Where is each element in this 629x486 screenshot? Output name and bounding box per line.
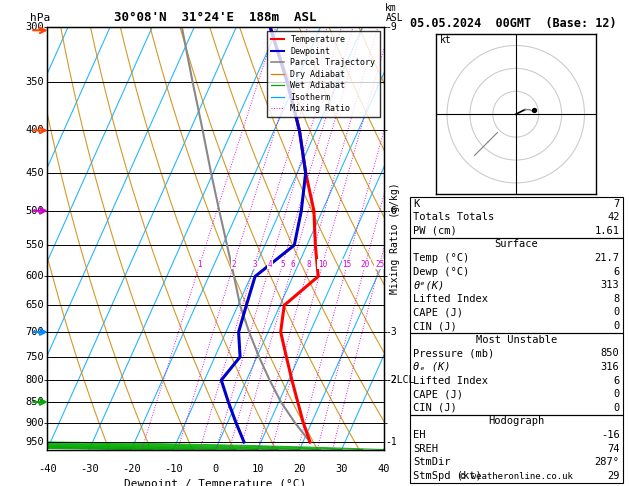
Text: 15: 15 [343, 260, 352, 269]
Text: EH: EH [413, 430, 426, 440]
Text: 313: 313 [601, 280, 620, 290]
Text: -16: -16 [601, 430, 620, 440]
Text: θₑ (K): θₑ (K) [413, 362, 451, 372]
Text: Pressure (mb): Pressure (mb) [413, 348, 494, 358]
Text: Lifted Index: Lifted Index [413, 294, 488, 304]
Text: 1.61: 1.61 [594, 226, 620, 236]
Text: StmDir: StmDir [413, 457, 451, 467]
Text: 3: 3 [252, 260, 257, 269]
Point [529, 106, 539, 114]
X-axis label: Dewpoint / Temperature (°C): Dewpoint / Temperature (°C) [125, 479, 306, 486]
Text: -2LCL: -2LCL [386, 375, 415, 385]
Text: CAPE (J): CAPE (J) [413, 308, 463, 317]
Text: 30: 30 [335, 464, 348, 474]
Text: StmSpd (kt): StmSpd (kt) [413, 471, 482, 481]
Text: 5: 5 [280, 260, 285, 269]
Text: 0: 0 [613, 308, 620, 317]
Text: km
ASL: km ASL [386, 2, 403, 22]
Text: 8: 8 [307, 260, 311, 269]
Text: 29: 29 [607, 471, 620, 481]
Text: 20: 20 [360, 260, 370, 269]
Text: 750: 750 [25, 352, 44, 362]
Legend: Temperature, Dewpoint, Parcel Trajectory, Dry Adiabat, Wet Adiabat, Isotherm, Mi: Temperature, Dewpoint, Parcel Trajectory… [267, 31, 379, 117]
Text: 700: 700 [25, 327, 44, 337]
Text: kt: kt [440, 35, 452, 45]
Text: PW (cm): PW (cm) [413, 226, 457, 236]
Text: Surface: Surface [494, 240, 538, 249]
Text: 850: 850 [25, 397, 44, 407]
Text: 6: 6 [613, 267, 620, 277]
Text: -3: -3 [386, 327, 397, 337]
Text: Temp (°C): Temp (°C) [413, 253, 469, 263]
Text: 450: 450 [25, 168, 44, 178]
Text: 40: 40 [377, 464, 390, 474]
Text: Mixing Ratio (g/kg): Mixing Ratio (g/kg) [391, 182, 401, 294]
Text: 500: 500 [25, 206, 44, 216]
Text: 25: 25 [375, 260, 384, 269]
Text: 800: 800 [25, 375, 44, 385]
Text: -10: -10 [164, 464, 183, 474]
Text: 74: 74 [607, 444, 620, 453]
Text: 600: 600 [25, 272, 44, 281]
Text: SREH: SREH [413, 444, 438, 453]
Text: 21.7: 21.7 [594, 253, 620, 263]
Text: 287°: 287° [594, 457, 620, 467]
Text: -40: -40 [38, 464, 57, 474]
Text: Lifted Index: Lifted Index [413, 376, 488, 385]
Text: 10: 10 [251, 464, 264, 474]
Text: 0: 0 [613, 389, 620, 399]
Text: 300: 300 [25, 22, 44, 32]
Text: 550: 550 [25, 240, 44, 250]
Text: 350: 350 [25, 77, 44, 87]
Text: 6: 6 [613, 376, 620, 385]
Text: Dewp (°C): Dewp (°C) [413, 267, 469, 277]
Text: 900: 900 [25, 417, 44, 428]
Text: 4: 4 [268, 260, 272, 269]
Text: Hodograph: Hodograph [488, 417, 545, 426]
Text: 05.05.2024  00GMT  (Base: 12): 05.05.2024 00GMT (Base: 12) [410, 17, 616, 30]
Text: -6: -6 [386, 206, 397, 216]
Text: © weatheronline.co.uk: © weatheronline.co.uk [460, 472, 573, 481]
Text: 20: 20 [293, 464, 306, 474]
Text: 850: 850 [601, 348, 620, 358]
Text: 6: 6 [291, 260, 295, 269]
Text: Most Unstable: Most Unstable [476, 335, 557, 345]
Text: -1: -1 [386, 437, 397, 447]
Title: 30°08'N  31°24'E  188m  ASL: 30°08'N 31°24'E 188m ASL [114, 11, 316, 24]
Text: -20: -20 [122, 464, 141, 474]
Text: 2: 2 [231, 260, 236, 269]
Text: -2: -2 [386, 375, 397, 385]
Text: 8: 8 [613, 294, 620, 304]
Text: CIN (J): CIN (J) [413, 321, 457, 331]
Text: 10: 10 [318, 260, 327, 269]
Text: θᵉ(K): θᵉ(K) [413, 280, 445, 290]
Text: 0: 0 [213, 464, 218, 474]
Text: CAPE (J): CAPE (J) [413, 389, 463, 399]
Text: K: K [413, 199, 420, 208]
Text: 0: 0 [613, 403, 620, 413]
Text: -9: -9 [386, 22, 397, 32]
Text: -30: -30 [80, 464, 99, 474]
Text: 1: 1 [198, 260, 202, 269]
Text: 7: 7 [613, 199, 620, 208]
Text: 42: 42 [607, 212, 620, 222]
Text: Totals Totals: Totals Totals [413, 212, 494, 222]
Text: CIN (J): CIN (J) [413, 403, 457, 413]
Text: 316: 316 [601, 362, 620, 372]
Text: 0: 0 [613, 321, 620, 331]
Text: hPa: hPa [30, 13, 50, 22]
Text: 650: 650 [25, 300, 44, 311]
Text: 950: 950 [25, 437, 44, 447]
Text: 400: 400 [25, 125, 44, 136]
